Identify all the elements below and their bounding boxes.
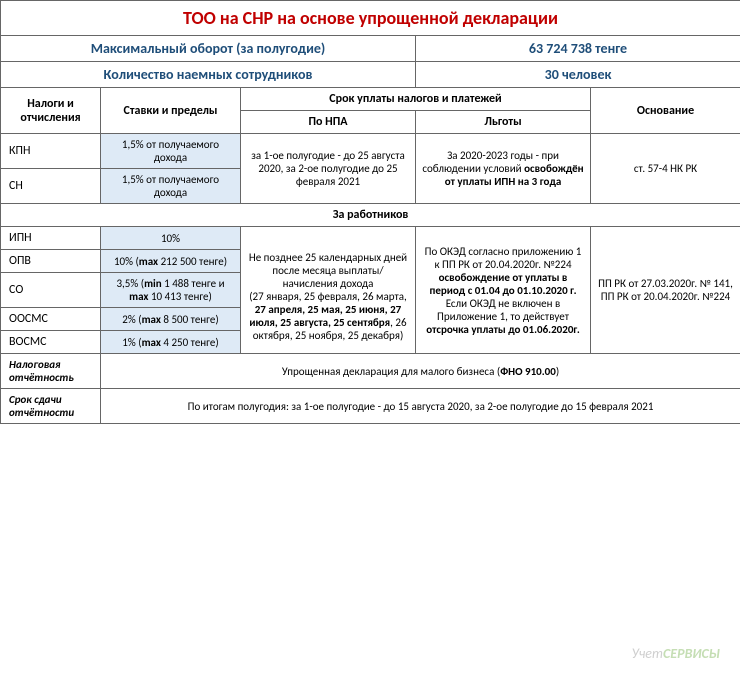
ipn-rate: 10%	[101, 227, 241, 250]
oosms-rate: 2% (max 8 500 тенге)	[101, 308, 241, 331]
col-npa: По НПА	[241, 111, 416, 134]
vosms-rate: 1% (max 4 250 тенге)	[101, 331, 241, 354]
ipn-label: ИПН	[1, 227, 101, 250]
col-deadline: Срок уплаты налогов и платежей	[241, 88, 591, 111]
tax-table: ТОО на СНР на основе упрощенной декларац…	[0, 0, 740, 424]
kpn-label: КПН	[1, 134, 101, 169]
report-label: Налоговая отчётность	[1, 354, 101, 389]
kpn-benefit: За 2020-2023 годы - при соблюдении услов…	[416, 134, 591, 204]
so-label: СО	[1, 273, 101, 308]
deadline-value: По итогам полугодия: за 1-ое полугодие -…	[101, 389, 740, 424]
report-value: Упрощенная декларация для малого бизнеса…	[101, 354, 740, 389]
oosms-label: ООСМС	[1, 308, 101, 331]
kpn-rate: 1,5% от получаемого дохода	[101, 134, 241, 169]
col-taxes: Налоги и отчисления	[1, 88, 101, 134]
turnover-value: 63 724 738 тенге	[416, 36, 740, 62]
sn-label: СН	[1, 169, 101, 204]
section-workers: За работников	[1, 204, 740, 227]
workers-deadline: Не позднее 25 календарных дней после мес…	[241, 227, 416, 354]
deadline-label: Срок сдачи отчётности	[1, 389, 101, 424]
col-rates: Ставки и пределы	[101, 88, 241, 134]
col-basis: Основание	[591, 88, 740, 134]
vosms-label: ВОСМС	[1, 331, 101, 354]
kpn-deadline: за 1-ое полугодие - до 25 августа 2020, …	[241, 134, 416, 204]
opv-rate: 10% (max 212 500 тенге)	[101, 250, 241, 273]
table-title: ТОО на СНР на основе упрощенной декларац…	[1, 1, 740, 36]
opv-label: ОПВ	[1, 250, 101, 273]
employees-value: 30 человек	[416, 62, 740, 88]
turnover-label: Максимальный оборот (за полугодие)	[1, 36, 416, 62]
workers-basis: ПП РК от 27.03.2020г. № 141, ПП РК от 20…	[591, 227, 740, 354]
kpn-basis: ст. 57-4 НК РК	[591, 134, 740, 204]
sn-rate: 1,5% от получаемого дохода	[101, 169, 241, 204]
so-rate: 3,5% (min 1 488 тенге и max 10 413 тенге…	[101, 273, 241, 308]
workers-benefit: По ОКЭД согласно приложению 1 к ПП РК от…	[416, 227, 591, 354]
watermark: УчетСЕРВИСЫ	[632, 645, 720, 662]
col-benefits: Льготы	[416, 111, 591, 134]
employees-label: Количество наемных сотрудников	[1, 62, 416, 88]
